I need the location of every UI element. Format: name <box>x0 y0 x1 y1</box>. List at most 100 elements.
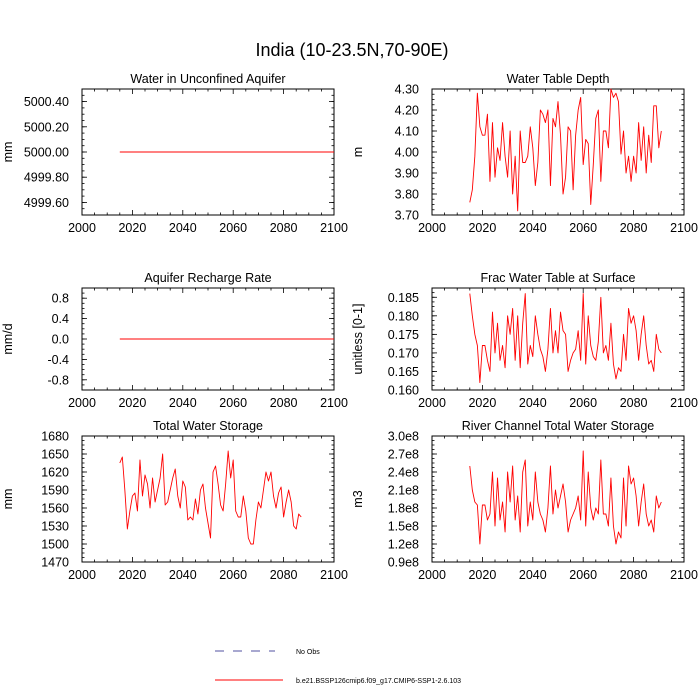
y-tick-label: 0.8 <box>52 292 69 306</box>
y-tick-label: 4999.60 <box>24 196 69 210</box>
y-tick-label: 4999.80 <box>24 171 69 185</box>
x-tick-label: 2020 <box>118 396 146 410</box>
x-tick-label: 2000 <box>68 221 96 235</box>
x-tick-label: 2020 <box>468 396 496 410</box>
x-tick-label: 2060 <box>569 396 597 410</box>
y-tick-label: 0.175 <box>388 328 419 342</box>
y-tick-label: 3.0e8 <box>388 430 419 444</box>
plot-frame <box>431 287 685 391</box>
legend-item-no-obs: No Obs <box>215 649 320 656</box>
legend-label: b.e21.BSSP126cmip6.f09_g17.CMIP6-SSP1-2.… <box>296 678 461 685</box>
y-tick-label: 1530 <box>41 520 69 534</box>
x-tick-label: 2080 <box>270 221 298 235</box>
x-tick-label: 2080 <box>620 568 648 582</box>
x-tick-label: 2060 <box>219 396 247 410</box>
y-tick-label: 1620 <box>41 466 69 480</box>
x-tick-label: 2100 <box>670 221 698 235</box>
y-tick-label: 0.0 <box>52 333 69 347</box>
series-line <box>469 88 662 212</box>
y-axis-label: mm <box>1 489 15 510</box>
x-tick-label: 2100 <box>670 396 698 410</box>
x-tick-label: 2040 <box>519 396 547 410</box>
chart-panel-1: Water in Unconfined Aquifer mm 2000 2020 204… <box>1 72 348 235</box>
y-tick-label: 1650 <box>41 448 69 462</box>
x-tick-label: 2040 <box>169 396 197 410</box>
y-tick-label: 0.180 <box>388 309 419 323</box>
chart-panel-3: Aquifer Recharge Rate mm/d 2000 2020 2040 206… <box>1 271 348 410</box>
y-tick-label: 4.00 <box>395 146 419 160</box>
x-tick-label: 2060 <box>569 568 597 582</box>
x-tick-label: 2100 <box>320 396 348 410</box>
x-tick-label: 2060 <box>569 221 597 235</box>
y-axis-label: m3 <box>351 490 365 507</box>
series-line <box>469 450 662 545</box>
y-tick-label: 0.160 <box>388 384 419 398</box>
y-tick-label: 0.185 <box>388 291 419 305</box>
y-tick-label: 4.30 <box>395 83 419 97</box>
y-tick-label: -0.8 <box>47 373 69 387</box>
chart-panel-6: River Channel Total Water Storage m3 2000 2… <box>351 419 698 582</box>
y-tick-label: 0.4 <box>52 312 69 326</box>
x-tick-label: 2080 <box>620 396 648 410</box>
panel-title: River Channel Total Water Storage <box>462 419 655 433</box>
x-tick-label: 2000 <box>418 568 446 582</box>
y-axis-label: mm/d <box>1 323 15 354</box>
y-tick-label: 2.1e8 <box>388 484 419 498</box>
y-tick-label: 5000.00 <box>24 146 69 160</box>
x-tick-label: 2020 <box>118 221 146 235</box>
x-tick-label: 2000 <box>68 396 96 410</box>
y-tick-label: 0.170 <box>388 346 419 360</box>
panel-title: Total Water Storage <box>153 419 263 433</box>
x-tick-label: 2100 <box>320 568 348 582</box>
legend-label: No Obs <box>296 649 320 656</box>
chart-panel-2: Water Table Depth m 2000 2020 2040 2060 2080 21… <box>351 72 698 235</box>
x-tick-label: 2080 <box>270 568 298 582</box>
x-tick-label: 2040 <box>519 221 547 235</box>
y-tick-label: -0.4 <box>47 353 69 367</box>
y-tick-label: 3.70 <box>395 209 419 223</box>
y-tick-label: 5000.40 <box>24 95 69 109</box>
x-tick-label: 2020 <box>118 568 146 582</box>
x-tick-label: 2040 <box>169 221 197 235</box>
x-tick-label: 2060 <box>219 221 247 235</box>
y-tick-label: 0.165 <box>388 365 419 379</box>
chart-panel-4: Frac Water Table at Surface unitless [0-1… <box>351 271 698 410</box>
plot-frame <box>431 88 685 216</box>
y-tick-label: 1500 <box>41 538 69 552</box>
y-tick-label: 1560 <box>41 502 69 516</box>
y-tick-label: 2.7e8 <box>388 448 419 462</box>
x-tick-label: 2080 <box>620 221 648 235</box>
series-line <box>119 450 302 545</box>
x-tick-label: 2020 <box>468 568 496 582</box>
plot-frame <box>81 435 335 563</box>
panel-title: Water Table Depth <box>507 72 610 86</box>
y-tick-label: 1590 <box>41 484 69 498</box>
y-tick-label: 3.90 <box>395 167 419 181</box>
y-tick-label: 4.20 <box>395 104 419 118</box>
y-tick-label: 1.2e8 <box>388 538 419 552</box>
y-tick-label: 5000.20 <box>24 120 69 134</box>
y-axis-label: unitless [0-1] <box>351 304 365 375</box>
series-line <box>469 293 662 384</box>
x-tick-label: 2040 <box>169 568 197 582</box>
x-tick-label: 2000 <box>418 396 446 410</box>
y-axis-label: m <box>351 147 365 157</box>
legend: No Obs b.e21.BSSP126cmip6.f09_g17.CMIP6-… <box>215 649 461 685</box>
y-tick-label: 0.9e8 <box>388 556 419 570</box>
y-tick-label: 1.5e8 <box>388 520 419 534</box>
y-tick-label: 4.10 <box>395 125 419 139</box>
plot-frame <box>431 435 685 563</box>
x-tick-label: 2060 <box>219 568 247 582</box>
y-tick-label: 2.4e8 <box>388 466 419 480</box>
x-tick-label: 2000 <box>68 568 96 582</box>
x-tick-label: 2080 <box>270 396 298 410</box>
panels: Water in Unconfined Aquifer mm 2000 2020 204… <box>1 72 698 582</box>
y-axis-label: mm <box>1 142 15 163</box>
figure-title: India (10-23.5N,70-90E) <box>255 40 448 60</box>
panel-title: Aquifer Recharge Rate <box>144 271 271 285</box>
x-tick-label: 2040 <box>519 568 547 582</box>
y-tick-label: 3.80 <box>395 188 419 202</box>
x-tick-label: 2100 <box>670 568 698 582</box>
legend-item-run: b.e21.BSSP126cmip6.f09_g17.CMIP6-SSP1-2.… <box>215 678 461 685</box>
